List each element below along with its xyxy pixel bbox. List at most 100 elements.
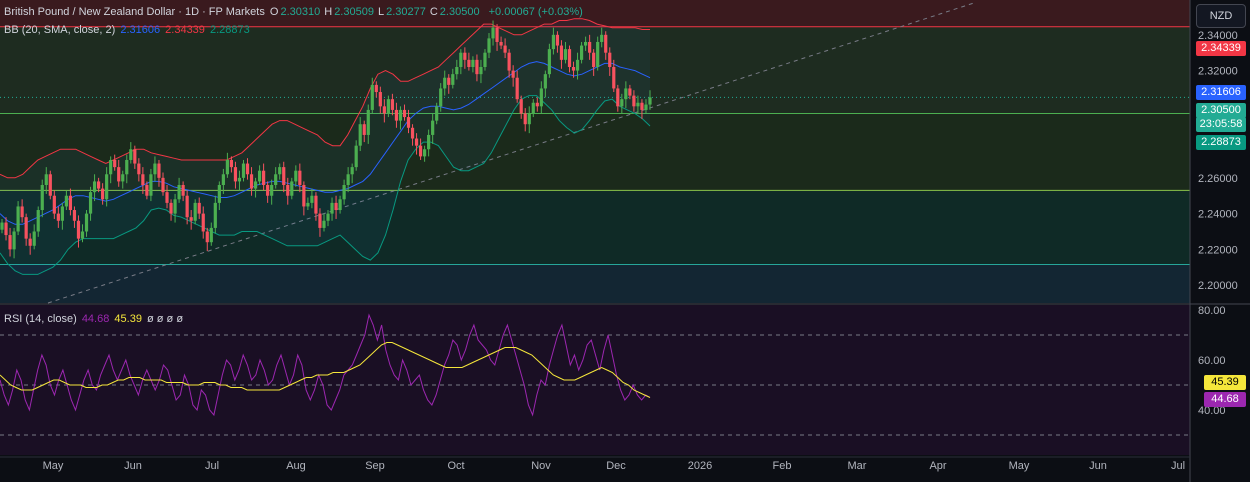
- candle-body: [84, 213, 89, 232]
- candle-body: [44, 174, 48, 185]
- candle-body: [189, 217, 193, 221]
- candle-body: [149, 174, 153, 196]
- candle-body: [543, 74, 547, 89]
- candle-body: [237, 177, 242, 182]
- candle-body: [278, 167, 282, 175]
- candle-body: [592, 52, 596, 67]
- candle-body: [197, 202, 201, 214]
- candle-body: [439, 88, 443, 107]
- candle-body: [423, 149, 427, 157]
- candle-body: [24, 217, 28, 239]
- rsi-label: RSI (14, close): [4, 313, 77, 325]
- candle-body: [596, 41, 600, 67]
- price-tag: 2.31606: [1196, 85, 1246, 100]
- candle-body: [575, 59, 580, 71]
- candle-body: [306, 202, 310, 207]
- candle-body: [221, 174, 225, 185]
- currency-button[interactable]: NZD: [1196, 4, 1246, 28]
- candle-body: [40, 185, 44, 211]
- candle-body: [539, 88, 543, 107]
- price-tick-label: 2.34000: [1198, 30, 1238, 42]
- candle-body: [431, 120, 435, 135]
- candle-body: [390, 99, 395, 110]
- candle-body: [286, 185, 290, 196]
- candle-body: [129, 149, 133, 160]
- candle-body: [362, 124, 366, 135]
- time-axis[interactable]: May Jun Jul Aug Sep Oct Nov Dec 2026 Feb Mar Apr May…: [43, 460, 1185, 472]
- bb-legend[interactable]: BB (20, SMA, close, 2) 2.31606 2.34339 2…: [4, 24, 252, 36]
- candle-body: [334, 202, 338, 211]
- candle-body: [48, 174, 52, 196]
- symbol-title: British Pound / New Zealand Dollar · 1D …: [4, 6, 265, 18]
- candle-body: [475, 59, 479, 75]
- candle-body: [463, 52, 467, 60]
- rsi-pane: [0, 313, 1190, 436]
- candle-body: [443, 77, 447, 89]
- rsi-value: 44.68: [81, 313, 110, 325]
- candle-body: [624, 88, 628, 100]
- candle-body: [571, 67, 576, 71]
- time-tick-label: Aug: [286, 460, 306, 472]
- candle-body: [109, 159, 113, 175]
- candle-body: [479, 67, 483, 75]
- candle-body: [201, 213, 205, 232]
- candle-body: [169, 202, 173, 214]
- candle-body: [181, 185, 185, 196]
- candle-body: [185, 195, 189, 218]
- zone-2: [0, 113, 1190, 191]
- bb-upper-value: 2.34339: [165, 24, 205, 36]
- time-tick-label: Sep: [365, 460, 385, 472]
- candle-body: [342, 185, 346, 200]
- ohlc-h: H 2.30509: [324, 6, 374, 18]
- candle-body: [499, 41, 503, 46]
- candle-body: [36, 210, 40, 232]
- rsi-extras: ø ø ø ø: [147, 313, 184, 325]
- candle-body: [12, 231, 16, 250]
- symbol-legend: British Pound / New Zealand Dollar · 1D …: [4, 6, 585, 18]
- candle-body: [636, 102, 640, 107]
- candle-body: [455, 67, 459, 75]
- candle-body: [298, 170, 302, 185]
- candle-body: [338, 199, 342, 211]
- candle-body: [270, 185, 274, 196]
- candle-body: [68, 195, 73, 211]
- candle-body: [427, 134, 431, 150]
- candle-body: [551, 34, 556, 50]
- candle-body: [567, 49, 572, 67]
- candle-body: [527, 113, 531, 125]
- candle-body: [487, 38, 491, 53]
- candle-body: [290, 181, 294, 196]
- candle-body: [519, 99, 523, 114]
- price-tick-label: 2.26000: [1198, 173, 1238, 185]
- candle-body: [88, 192, 93, 214]
- rsi-tag: 44.68: [1204, 392, 1246, 407]
- price-tick-label: 2.24000: [1198, 209, 1238, 221]
- candle-body: [418, 145, 423, 157]
- candle-body: [503, 45, 507, 53]
- candle-body: [447, 77, 451, 85]
- candle-body: [346, 174, 350, 185]
- candle-body: [374, 84, 378, 93]
- time-tick-label: Nov: [531, 460, 551, 472]
- candle-body: [495, 27, 499, 42]
- candle-body: [330, 202, 334, 214]
- candle-body: [217, 185, 221, 203]
- candle-body: [584, 41, 588, 46]
- rsi-legend[interactable]: RSI (14, close) 44.68 45.39 ø ø ø ø: [4, 313, 185, 325]
- ohlc-o: O 2.30310: [269, 6, 321, 18]
- candle-body: [253, 181, 258, 189]
- candle-body: [153, 163, 157, 175]
- candle-body: [547, 49, 551, 75]
- candle-body: [225, 159, 229, 175]
- candle-body: [507, 52, 511, 71]
- bb-lower-value: 2.28873: [209, 24, 250, 36]
- candle-body: [604, 34, 608, 53]
- candle-body: [555, 34, 560, 46]
- candle-body: [282, 167, 286, 185]
- candle-body: [241, 163, 246, 178]
- candle-body: [414, 138, 419, 146]
- candle-body: [616, 88, 620, 107]
- candle-body: [60, 206, 64, 221]
- candle-body: [117, 167, 121, 182]
